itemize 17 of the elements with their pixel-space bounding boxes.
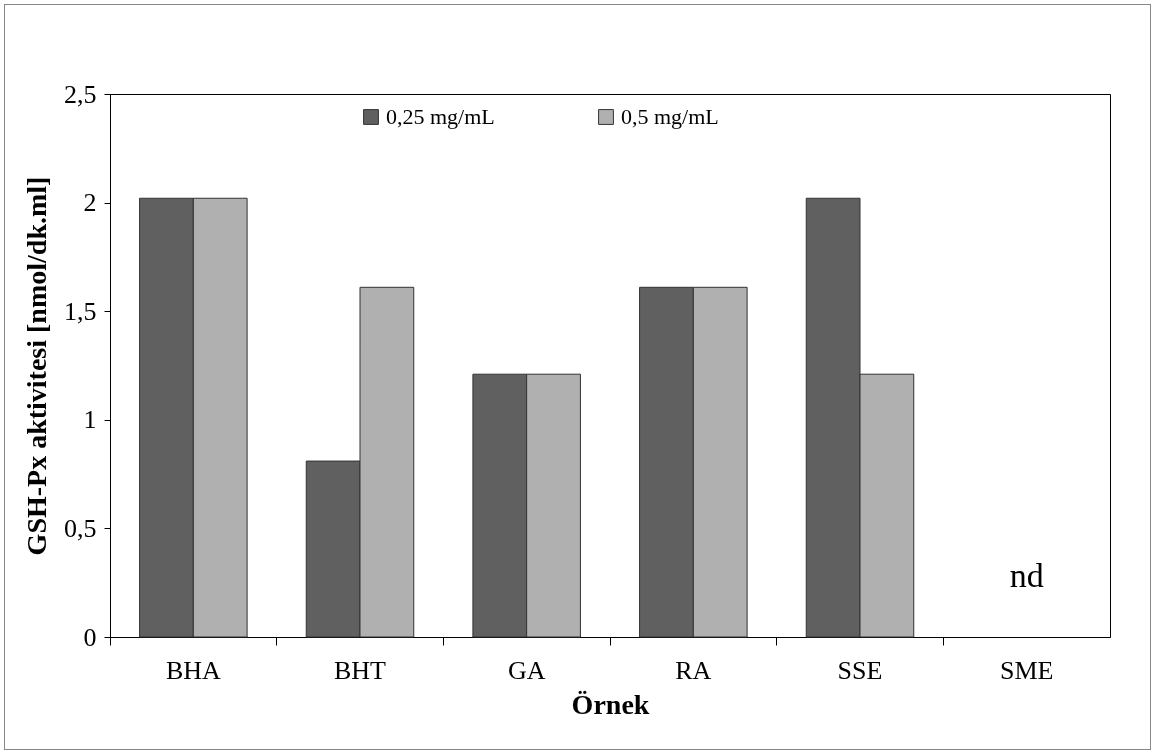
y-tick-label: 2	[83, 188, 97, 218]
y-axis-title: GSH-Px aktivitesi [nmol/dk.ml]	[21, 176, 52, 556]
legend-label: 0,5 mg/mL	[621, 104, 719, 129]
x-tick-label: SME	[999, 655, 1054, 685]
annotation: nd	[1009, 557, 1044, 594]
x-axis-title: Örnek	[571, 688, 650, 720]
x-tick-label: BHT	[334, 655, 387, 685]
y-tick-label: 1,5	[64, 296, 97, 326]
legend-label: 0,25 mg/mL	[386, 104, 495, 129]
x-tick-label: BHA	[165, 655, 221, 685]
y-tick-label: 1	[83, 405, 97, 435]
y-tick-label: 2,5	[64, 79, 97, 109]
y-tick-label: 0,5	[64, 513, 97, 543]
x-tick-label: RA	[675, 655, 712, 685]
x-tick-label: SSE	[837, 655, 883, 685]
y-tick-label: 0	[83, 622, 97, 652]
x-tick-label: GA	[507, 655, 546, 685]
